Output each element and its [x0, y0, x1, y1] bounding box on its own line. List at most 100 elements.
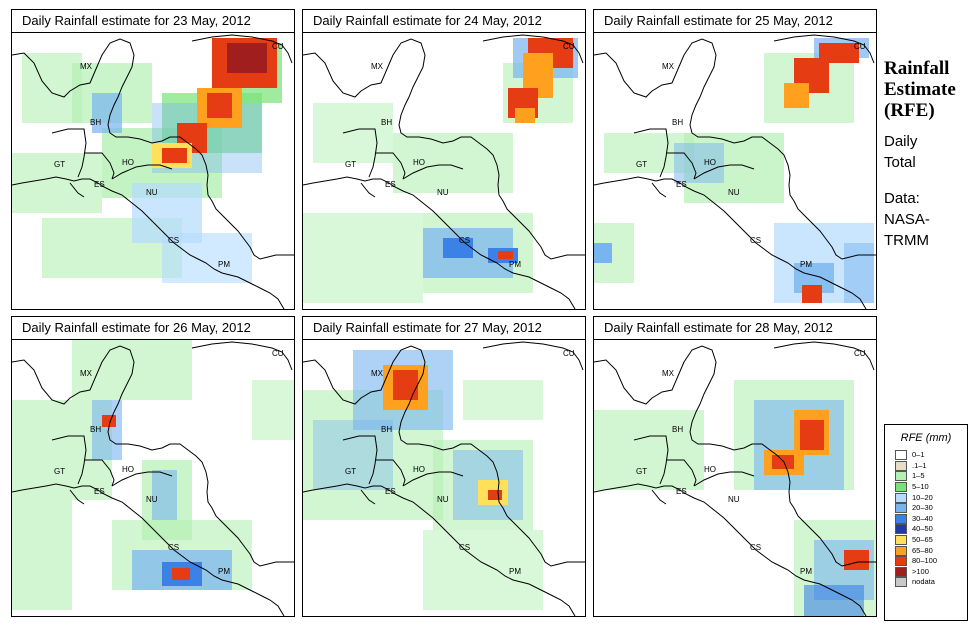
coastline-overlay [594, 341, 876, 616]
label-nu: NU [437, 495, 449, 504]
label-cs: CS [459, 543, 470, 552]
coastline-overlay [12, 341, 294, 616]
legend-label: 40–50 [912, 524, 933, 534]
rainfall-map: MX BH GT HO ES NU CS PM CU [11, 339, 295, 617]
label-nu: NU [728, 495, 740, 504]
panel-may-24: Daily Rainfall estimate for 24 May, 2012… [302, 9, 586, 311]
panel-may-28: Daily Rainfall estimate for 28 May, 2012… [593, 316, 877, 618]
legend-row: 20–30 [895, 503, 967, 514]
legend-row: 1–5 [895, 471, 967, 482]
legend-label: 30–40 [912, 513, 933, 523]
legend-row: 80–100 [895, 556, 967, 567]
panel-title: Daily Rainfall estimate for 24 May, 2012 [302, 9, 586, 33]
legend-swatch [895, 450, 907, 461]
label-bh: BH [90, 118, 101, 127]
country-labels: MX BH GT HO ES NU CS PM CU [636, 349, 866, 576]
panel-title: Daily Rainfall estimate for 27 May, 2012 [302, 316, 586, 340]
country-labels: MX BH GT HO ES NU CS PM CU [345, 349, 575, 576]
panel-title: Daily Rainfall estimate for 23 May, 2012 [11, 9, 295, 33]
legend-swatch [895, 556, 907, 567]
period-line: Daily [884, 133, 918, 150]
rainfall-map: MX BH GT HO ES NU CS PM CU [593, 32, 877, 310]
legend-row: 40–50 [895, 524, 967, 535]
label-cs: CS [168, 236, 179, 245]
label-gt: GT [636, 467, 647, 476]
label-cu: CU [563, 349, 575, 358]
legend-swatch [895, 566, 907, 577]
coastline-overlay [303, 341, 585, 616]
sidebar-period: Daily Total [884, 131, 968, 173]
legend-row: 30–40 [895, 513, 967, 525]
label-nu: NU [437, 188, 449, 197]
label-ho: HO [413, 158, 425, 167]
label-ho: HO [413, 465, 425, 474]
label-gt: GT [54, 160, 65, 169]
label-pm: PM [800, 567, 812, 576]
label-es: ES [94, 487, 105, 496]
label-pm: PM [218, 567, 230, 576]
label-gt: GT [345, 160, 356, 169]
label-bh: BH [672, 118, 683, 127]
label-cs: CS [459, 236, 470, 245]
label-mx: MX [662, 62, 675, 71]
legend-entries: 0–1.1–1 1–5 5–10 10–20 20–30 30–40 40–50 50–65 6… [895, 450, 967, 588]
panel-title: Daily Rainfall estimate for 26 May, 2012 [11, 316, 295, 340]
legend-swatch [895, 492, 907, 503]
legend-row: 50–65 [895, 535, 967, 546]
label-ho: HO [704, 465, 716, 474]
legend-row: 10–20 [895, 492, 967, 503]
label-gt: GT [636, 160, 647, 169]
label-bh: BH [381, 118, 392, 127]
source-line: TRMM [884, 232, 929, 249]
country-labels: MX BH GT HO ES NU CS PM CU [54, 349, 284, 576]
legend-row: >100 [895, 566, 967, 578]
country-labels: MX BH GT HO ES NU CS PM CU [636, 42, 866, 269]
legend-row: 0–1 [895, 450, 967, 461]
legend-row: .1–1 [895, 460, 967, 472]
legend-label: 1–5 [912, 471, 925, 481]
title-line: (RFE) [884, 100, 935, 121]
label-pm: PM [509, 567, 521, 576]
legend-label: 50–65 [912, 535, 933, 545]
label-cu: CU [854, 349, 866, 358]
label-ho: HO [122, 158, 134, 167]
label-mx: MX [662, 369, 675, 378]
rain-field [303, 33, 585, 309]
rain-field [12, 33, 294, 309]
rain-field [594, 340, 876, 616]
legend-row: nodata [895, 577, 967, 588]
legend-swatch [895, 577, 907, 588]
label-cs: CS [168, 543, 179, 552]
label-mx: MX [371, 369, 384, 378]
period-line: Total [884, 154, 916, 171]
rainfall-map: MX BH GT HO ES NU CS PM CU [302, 339, 586, 617]
legend-label: 20–30 [912, 503, 933, 513]
rain-field [12, 340, 294, 616]
label-mx: MX [80, 62, 93, 71]
rain-field [303, 340, 585, 616]
legend-label: 5–10 [912, 482, 929, 492]
panel-may-25: Daily Rainfall estimate for 25 May, 2012… [593, 9, 877, 311]
country-labels: MX BH GT HO ES NU CS PM CU [54, 42, 284, 269]
panel-may-27: Daily Rainfall estimate for 27 May, 2012… [302, 316, 586, 618]
title-line: Estimate [884, 79, 956, 100]
label-nu: NU [728, 188, 740, 197]
legend-swatch [895, 535, 907, 546]
legend-swatch [895, 471, 907, 482]
label-mx: MX [371, 62, 384, 71]
coastline-overlay [303, 34, 585, 309]
label-cu: CU [272, 349, 284, 358]
legend-label: 65–80 [912, 545, 933, 555]
legend-row: 5–10 [895, 482, 967, 493]
label-bh: BH [672, 425, 683, 434]
label-mx: MX [80, 369, 93, 378]
label-cs: CS [750, 236, 761, 245]
legend-swatch [895, 513, 907, 524]
label-cu: CU [854, 42, 866, 51]
label-cs: CS [750, 543, 761, 552]
label-ho: HO [122, 465, 134, 474]
rain-field [594, 33, 876, 309]
label-es: ES [94, 180, 105, 189]
legend-swatch [895, 460, 907, 471]
rfe-legend: RFE (mm) 0–1.1–1 1–5 5–10 10–20 20–30 30–40 40… [884, 424, 968, 621]
